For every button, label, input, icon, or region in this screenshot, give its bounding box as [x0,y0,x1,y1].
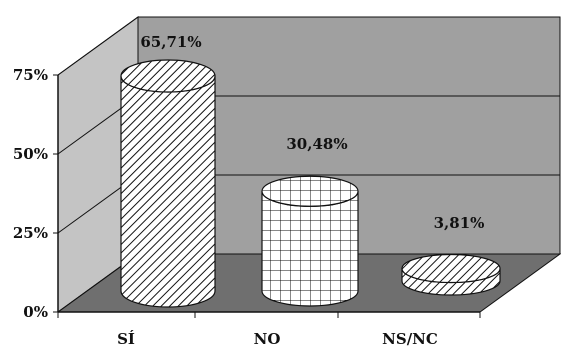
cylinder-body-1 [261,191,359,307]
data-label-1: 30,48% [286,135,347,153]
data-cylinders [120,59,501,308]
y-tick-label-25: 25% [13,224,48,242]
cylinder-ns-nc [401,253,501,296]
y-tick-label-50: 50% [13,145,48,163]
category-label-1: NO [254,330,281,348]
data-label-2: 3,81% [434,214,485,232]
cylinder-s- [120,59,216,308]
category-label-0: SÍ [117,330,135,348]
cylinder-no [261,175,359,307]
data-label-0: 65,71% [140,33,201,51]
y-tick-label-0: 0% [23,303,48,321]
cylinder-top-2 [401,253,501,284]
cylinder-top-0 [120,59,216,93]
gridline-left-75 [57,16,139,76]
category-label-2: NS/NC [382,330,438,348]
cylinder-body-0 [120,75,216,308]
cylinder-top-1 [261,175,359,207]
axes [53,74,481,318]
chart-labels: 0% 25% 50% 75% 65,71% SÍ 30,48% NO 3,81% NS/NC [13,33,485,348]
y-tick-label-75: 75% [13,66,48,84]
